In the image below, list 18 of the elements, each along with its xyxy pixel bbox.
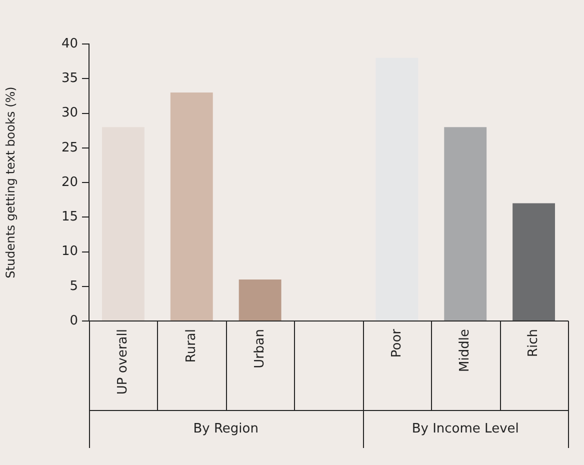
y-tick-label: 10 <box>61 244 78 260</box>
text: By Income Level <box>412 421 519 436</box>
y-tick-label: 5 <box>70 278 78 294</box>
y-tick-label: 15 <box>61 210 78 224</box>
x-tick-label: Poor <box>389 328 404 358</box>
x-tick-label: Urban <box>252 329 268 368</box>
x-tick-label: Rural <box>184 329 200 363</box>
y-tick-label: 20 <box>61 174 78 190</box>
y-tick-label: 40 <box>61 36 78 52</box>
y-tick-label: 0 <box>70 313 78 328</box>
text: By Region <box>193 421 258 436</box>
x-tick-label: Rich <box>526 329 542 358</box>
y-axis-title: Students getting text books (%) <box>3 86 18 278</box>
x-tick-label: UP overall <box>116 329 131 395</box>
x-tick-label: Middle <box>458 329 473 372</box>
y-tick-label: 35 <box>61 71 78 86</box>
y-tick-label: 25 <box>61 140 78 156</box>
y-tick-label: 30 <box>61 106 78 121</box>
